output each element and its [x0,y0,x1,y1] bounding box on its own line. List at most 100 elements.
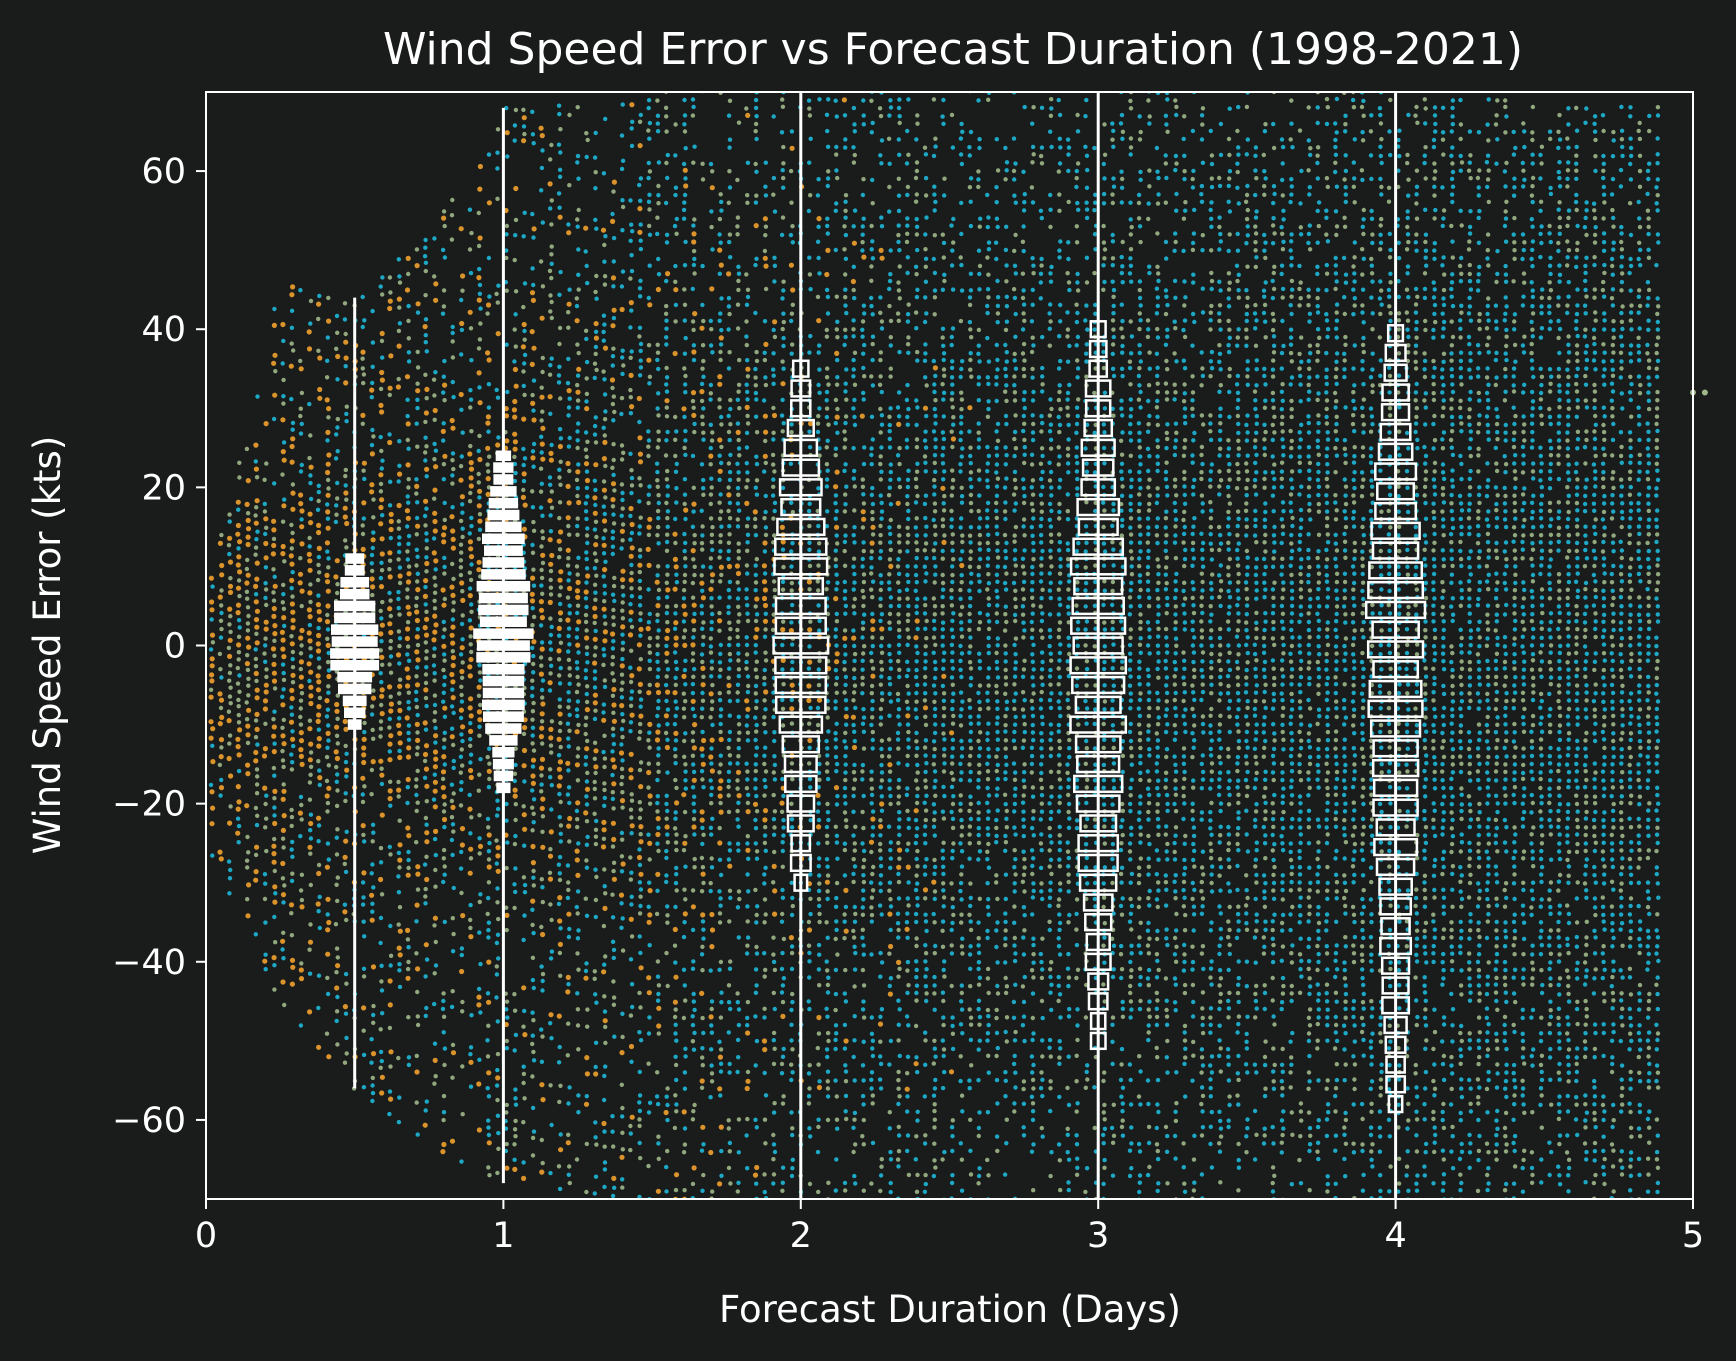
scatter-point [397,716,402,721]
scatter-point [736,271,742,276]
scatter-point [575,627,580,632]
scatter-point [316,815,322,821]
scatter-point [619,513,624,518]
scatter-point [817,628,822,633]
scatter-point [790,1166,795,1171]
scatter-point [271,843,277,849]
scatter-point [746,856,751,861]
scatter-point [253,670,259,677]
scatter-point [672,556,679,563]
scatter-point [620,758,625,763]
scatter-point [360,902,366,907]
scatter-point [387,550,393,556]
scatter-point [753,200,759,205]
scatter-point [477,717,483,723]
scatter-point [280,860,286,867]
scatter-point [414,634,420,640]
scatter-point [432,788,438,794]
scatter-point [540,931,546,938]
scatter-point [495,1075,501,1081]
scatter-point [602,591,607,596]
scatter-point [576,350,581,356]
scatter-point [672,531,678,537]
scatter-point [629,404,635,410]
scatter-point [477,235,483,241]
scatter-point [700,682,706,688]
scatter-point [244,700,249,705]
scatter-point [592,653,598,658]
scatter-column [226,512,234,896]
scatter-point [557,577,563,583]
scatter-point [280,543,286,550]
scatter-point [227,891,232,896]
scatter-point [592,969,597,974]
scatter-point [815,792,821,799]
scatter-point [530,717,535,722]
scatter-point [691,1047,697,1052]
scatter-point [709,801,714,806]
scatter-point [700,706,705,711]
scatter-point [574,296,579,301]
scatter-point [414,697,419,703]
scatter-point [665,832,670,837]
scatter-point [512,1166,518,1172]
scatter-point [683,658,688,663]
scatter-point [745,1069,751,1075]
scatter-point [736,278,741,284]
scatter-point [459,645,465,651]
scatter-point [308,433,313,438]
scatter-point [727,311,732,317]
scatter-point [682,501,687,507]
scatter-point [717,691,722,696]
scatter-point [343,869,349,875]
scatter-point [406,737,412,742]
scatter-point [601,1120,607,1127]
scatter-point [762,634,768,639]
scatter-point [530,489,535,494]
scatter-point [424,822,429,827]
scatter-point [218,785,225,791]
scatter-point [790,642,795,647]
scatter-point [584,406,590,412]
scatter-point [780,1165,786,1170]
scatter-point [432,441,437,447]
scatter-point [574,707,580,712]
scatter-point [646,785,651,790]
scatter-point [638,657,643,662]
scatter-point [628,411,634,416]
scatter-point [271,670,277,676]
scatter-point [808,872,813,877]
scatter-point [593,645,598,650]
scatter-point [245,572,251,578]
scatter-point [672,626,678,631]
scatter-point [673,682,678,688]
scatter-point [736,824,741,829]
scatter-point [406,571,412,577]
scatter-point [290,680,296,685]
scatter-point [807,1006,812,1012]
scatter-point [361,870,367,876]
scatter-point [557,174,563,179]
scatter-point [638,871,644,877]
scatter-point [674,865,679,871]
scatter-point [629,712,635,718]
scatter-point [656,500,661,506]
scatter-point [763,160,768,165]
scatter-point [655,113,661,119]
scatter-point [459,968,465,975]
scatter-point [592,375,597,381]
scatter-point [378,671,383,676]
scatter-point [450,655,456,661]
scatter-point [700,1046,705,1051]
scatter-point [432,528,438,534]
scatter-point [235,585,242,591]
scatter-point [763,525,769,530]
scatter-point [636,395,642,402]
scatter-point [219,745,224,750]
scatter-point [753,691,758,696]
scatter-point [423,687,429,693]
scatter-point [255,529,260,534]
scatter-point [361,919,366,924]
scatter-point [771,1132,776,1138]
scatter-point [717,271,722,276]
